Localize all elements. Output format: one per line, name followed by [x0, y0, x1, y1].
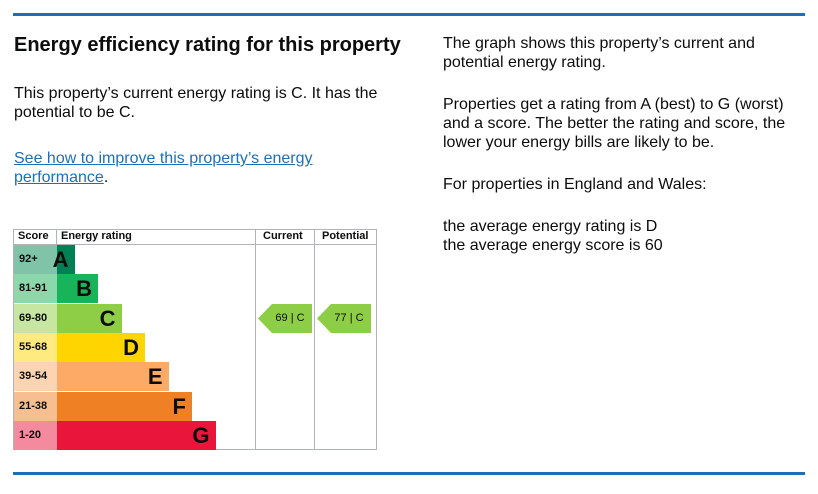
header-energy-rating: Energy rating	[61, 230, 132, 242]
potential-arrow-shape	[317, 303, 371, 333]
average-score: the average energy score is 60	[443, 237, 663, 254]
page-title: Energy efficiency rating for this proper…	[14, 34, 401, 56]
rating-summary: Energy efficiency rating for this proper…	[14, 33, 404, 187]
band-letter-a: A	[52, 247, 69, 272]
band-f: 21-38 F	[14, 391, 255, 421]
band-letter-f: F	[172, 393, 186, 419]
band-bar-f: F	[57, 391, 192, 421]
band-letter-e: E	[147, 364, 163, 390]
explanation-region: For properties in England and Wales:	[443, 176, 707, 193]
rating-intro: This property’s current energy rating is…	[14, 85, 378, 121]
current-rating-label: 69 | C	[275, 311, 305, 324]
band-g: 1-20 G	[14, 420, 255, 450]
header-potential: Potential	[322, 230, 369, 242]
bottom-rule	[13, 472, 805, 475]
current-arrow	[258, 303, 312, 333]
current-arrow-shape	[258, 303, 312, 333]
band-letter-d: D	[123, 334, 139, 360]
band-bar-d: D	[57, 332, 145, 362]
header-divider	[13, 244, 377, 245]
rating-explanation: The graph shows this property’s current …	[443, 34, 813, 255]
band-bar-g: G	[57, 420, 216, 450]
average-rating: the average energy rating is D	[443, 218, 658, 235]
band-e: 39-54 E	[14, 362, 255, 392]
energy-rating-chart: Score Energy rating Current Potential 92…	[13, 229, 377, 450]
band-bar-b: B	[57, 274, 98, 304]
header-score: Score	[18, 230, 49, 242]
band-score-e: 39-54	[14, 362, 57, 392]
potential-rating-label: 77 | C	[334, 311, 364, 324]
band-letter-b: B	[76, 276, 92, 302]
band-letter-c: C	[99, 305, 116, 331]
band-bar-e: E	[57, 362, 169, 392]
band-score-a: 92+	[14, 245, 57, 274]
band-c: 69-80 C	[14, 303, 255, 333]
column-divider-current	[255, 229, 256, 450]
column-divider-score	[56, 229, 57, 244]
band-a: 92+ A	[14, 245, 255, 274]
header-current: Current	[263, 230, 303, 242]
explanation-average: the average energy rating is D the averag…	[443, 217, 813, 255]
band-bar-a: A	[53, 245, 75, 274]
band-score-f: 21-38	[14, 391, 57, 421]
band-letter-g: G	[192, 422, 210, 448]
explanation-scale: Properties get a rating from A (best) to…	[443, 96, 786, 151]
column-divider-potential	[314, 229, 315, 450]
band-score-b: 81-91	[14, 274, 57, 304]
explanation-graph: The graph shows this property’s current …	[443, 35, 755, 71]
band-score-c: 69-80	[14, 303, 57, 333]
band-bar-c: C	[57, 303, 122, 333]
improve-suffix: .	[103, 169, 109, 186]
band-score-g: 1-20	[14, 420, 57, 450]
top-rule	[13, 13, 805, 16]
band-d: 55-68 D	[14, 332, 255, 362]
potential-arrow	[317, 303, 371, 333]
band-b: 81-91 B	[14, 274, 255, 304]
band-score-d: 55-68	[14, 332, 57, 362]
improve-link[interactable]: See how to improve this property’s energ…	[14, 150, 313, 186]
improve-paragraph: See how to improve this property’s energ…	[14, 149, 404, 187]
